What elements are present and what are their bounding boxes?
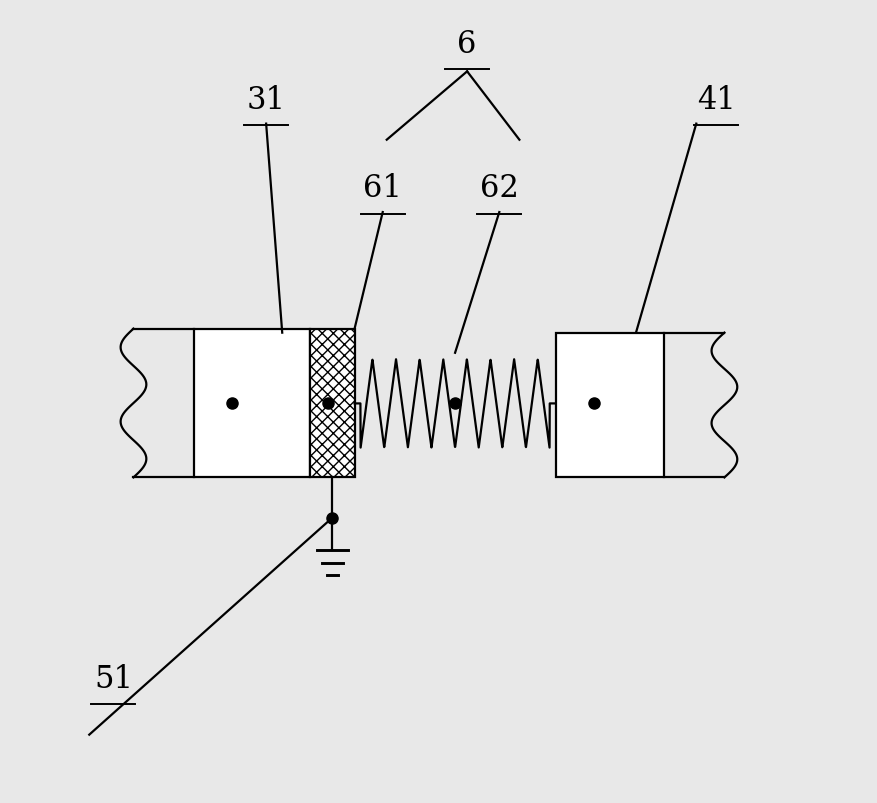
Bar [194, 329, 310, 478]
Text: 62: 62 [480, 173, 518, 204]
Bar [555, 333, 663, 478]
Text: 41: 41 [696, 85, 735, 116]
Bar [310, 329, 354, 478]
Text: 6: 6 [457, 29, 476, 59]
Text: 51: 51 [94, 663, 132, 694]
Text: 61: 61 [363, 173, 402, 204]
Text: 31: 31 [246, 85, 285, 116]
